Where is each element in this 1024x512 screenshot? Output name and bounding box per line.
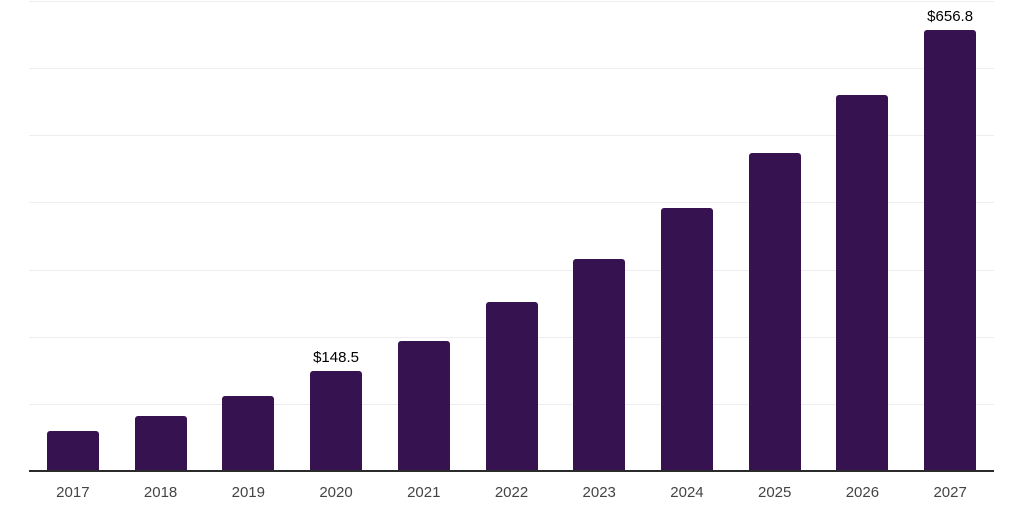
bar-2025: [748, 153, 801, 471]
x-tick-label-2025: 2025: [757, 484, 792, 501]
x-tick-label-2027: 2027: [933, 484, 967, 501]
bar-2018: [134, 415, 187, 471]
x-tick-label-2018: 2018: [143, 484, 178, 501]
x-tick-label-2022: 2022: [494, 484, 529, 501]
x-tick-label-2024: 2024: [670, 484, 704, 501]
x-tick-label-2017: 2017: [56, 484, 90, 501]
gridline-400: [29, 202, 994, 204]
bar-2021: [397, 340, 450, 471]
x-tick-label-2019: 2019: [231, 484, 265, 501]
x-tick-label-2021: 2021: [407, 484, 441, 501]
x-tick-label-2020: 2020: [319, 484, 353, 501]
bar-2026: [836, 95, 889, 471]
bar-2019: [222, 395, 275, 471]
gridline-300: [29, 269, 994, 271]
bar-2022: [485, 301, 538, 471]
bar-2023: [573, 258, 626, 471]
value-label-2020: $148.5: [313, 349, 359, 367]
bar-2017: [46, 430, 99, 471]
value-label-2027: $656.8: [927, 8, 974, 26]
bar-2027: [924, 30, 977, 471]
bar-2020: [310, 371, 363, 471]
x-axis-line: [29, 470, 994, 472]
x-tick-label-2026: 2026: [845, 484, 880, 501]
x-tick-label-2023: 2023: [582, 484, 616, 501]
plot-area: $148.5 $656.8: [29, 1, 994, 471]
bar-2024: [660, 207, 713, 471]
gridline-500: [29, 135, 994, 137]
gridline-600: [29, 68, 994, 70]
gridline-700: [29, 1, 994, 2]
